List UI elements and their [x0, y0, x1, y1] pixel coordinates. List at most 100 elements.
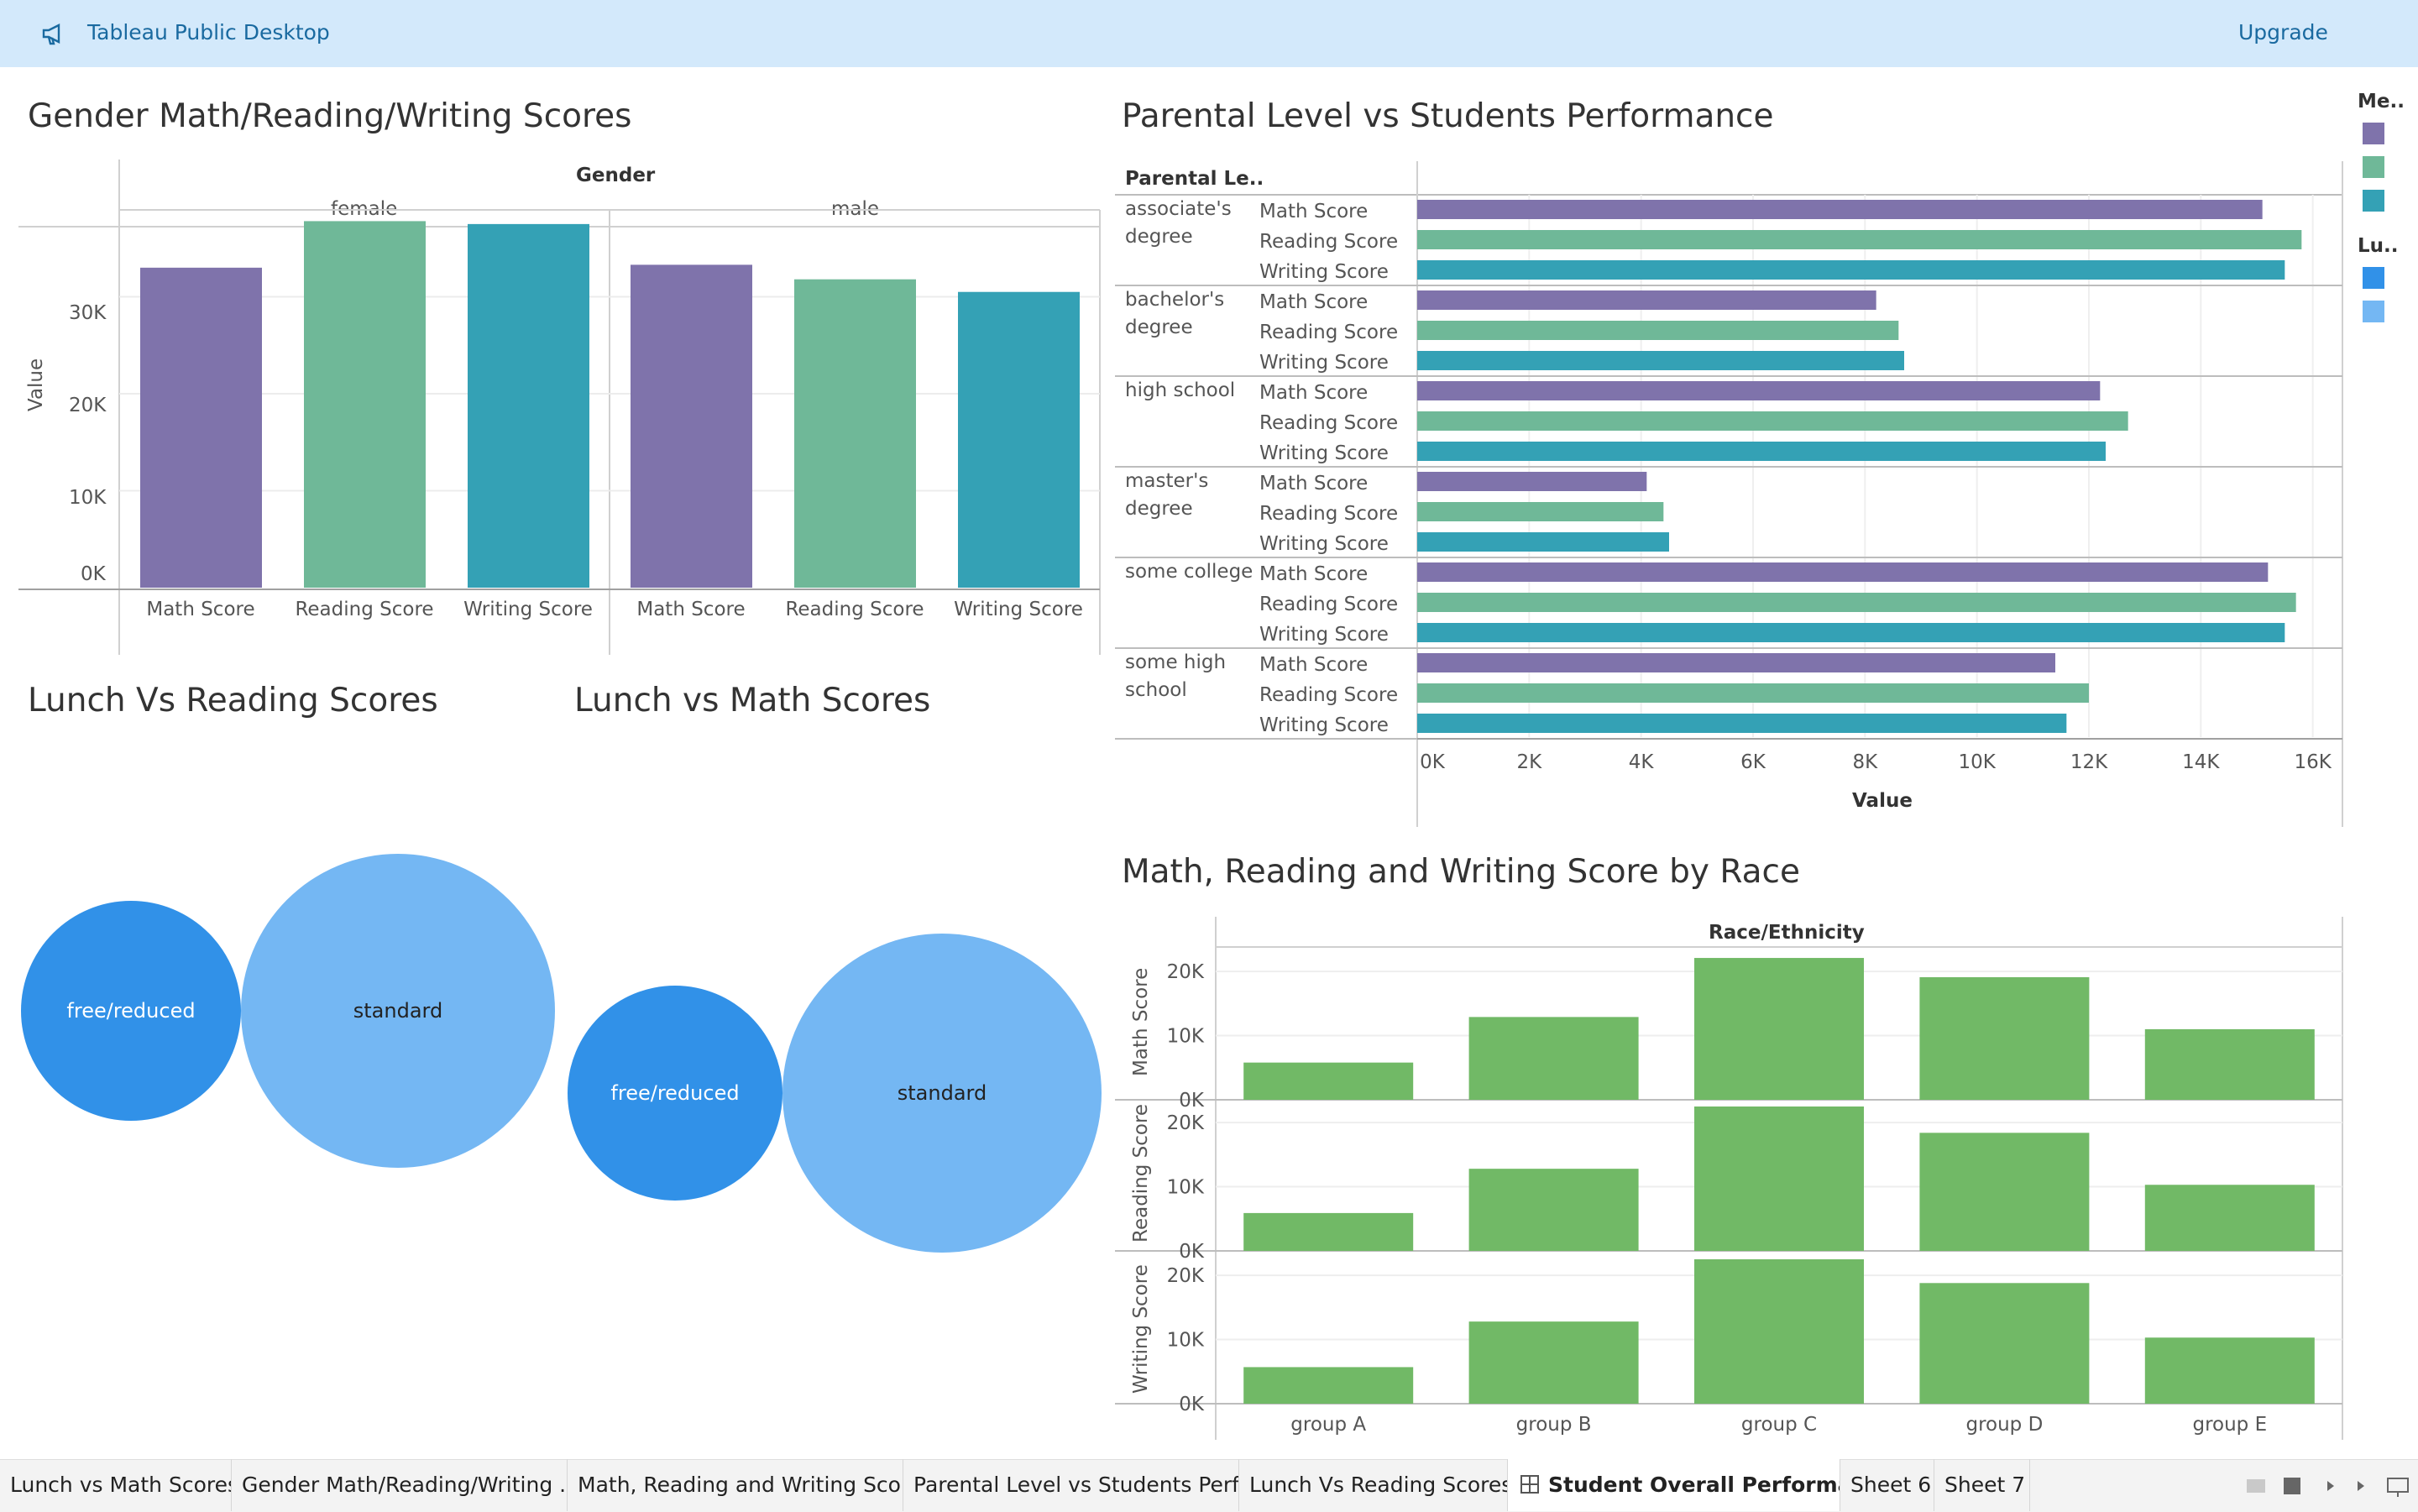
lunch-reading-bubble-0: [21, 901, 241, 1121]
parental-bar-3-2: [1417, 532, 1669, 552]
parental-bar-4-0: [1417, 562, 2269, 582]
sheet-tab-bar: [0, 1459, 2418, 1512]
parental-measure-label: Math Score: [1259, 201, 1368, 222]
race-y-tick: 10K: [1167, 1330, 1205, 1352]
parental-group-label: high school: [1125, 379, 1235, 401]
parental-measure-label: Writing Score: [1259, 442, 1389, 464]
gender-chart-title: Gender Math/Reading/Writing Scores: [28, 97, 632, 135]
upgrade-button[interactable]: Upgrade: [2238, 20, 2328, 44]
legend-measure-title[interactable]: Me..: [2358, 91, 2405, 112]
parental-measure-label: Math Score: [1259, 654, 1368, 676]
parental-bar-4-1: [1417, 593, 2296, 612]
lunch-reading-bubble-label: free/reduced: [66, 999, 195, 1023]
race-bar-1-3: [1919, 1133, 2090, 1251]
lunch-reading-bubble-1: [241, 854, 555, 1168]
gender-bar-female-1: [304, 221, 426, 588]
race-y-tick: 0K: [1179, 1090, 1205, 1112]
parental-x-tick: 6K: [1740, 751, 1766, 773]
top-bar: [0, 0, 2418, 67]
tab-lunch-vs-math[interactable]: Lunch vs Math Scores: [0, 1459, 232, 1511]
tab-race-scores[interactable]: Math, Reading and Writing Scor...: [568, 1459, 903, 1511]
tab-lunch-vs-reading[interactable]: Lunch Vs Reading Scores: [1239, 1459, 1508, 1511]
parental-bar-5-1: [1417, 683, 2089, 703]
parental-group-label: bachelor's: [1125, 289, 1224, 311]
parental-x-axis-label: Value: [1852, 790, 1913, 812]
parental-measure-label: Reading Score: [1259, 322, 1398, 343]
gender-bar-female-0: [140, 267, 262, 588]
parental-bar-2-2: [1417, 442, 2106, 461]
race-bar-2-2: [1694, 1259, 1864, 1404]
lunch-reading-title: Lunch Vs Reading Scores: [28, 682, 438, 719]
race-x-tick: group B: [1516, 1414, 1592, 1436]
lunch-reading-bubble-label: standard: [353, 999, 442, 1023]
parental-measure-label: Writing Score: [1259, 714, 1389, 736]
parental-measure-label: Reading Score: [1259, 503, 1398, 525]
gender-column-header: Gender: [576, 165, 656, 186]
race-x-tick: group A: [1290, 1414, 1366, 1436]
parental-measure-label: Math Score: [1259, 291, 1368, 313]
parental-x-tick: 0K: [1420, 751, 1446, 773]
race-chart-title: Math, Reading and Writing Score by Race: [1122, 853, 1800, 891]
parental-bar-1-1: [1417, 321, 1899, 340]
parental-measure-label: Math Score: [1259, 382, 1368, 404]
tab-student-overall-performance[interactable]: Student Overall Performan...: [1508, 1459, 1840, 1511]
gender-x-tick: Reading Score: [295, 599, 433, 620]
parental-x-tick: 2K: [1516, 751, 1542, 773]
parental-bar-3-0: [1417, 472, 1647, 491]
gender-x-tick: Writing Score: [954, 599, 1083, 620]
lunch-math-bubble-0: [568, 986, 782, 1201]
tab-parental-level[interactable]: Parental Level vs Students Perfo...: [903, 1459, 1239, 1511]
parental-bar-5-0: [1417, 653, 2055, 672]
legend-lunch-swatch: [2363, 267, 2384, 289]
gender-ytick: 20K: [69, 395, 107, 416]
tab-sheet-7[interactable]: Sheet 7: [1934, 1459, 2030, 1511]
race-bar-1-1: [1468, 1169, 1639, 1251]
race-bar-1-4: [2144, 1185, 2315, 1251]
race-y-tick: 0K: [1179, 1394, 1205, 1415]
app-title: Tableau Public Desktop: [87, 20, 330, 44]
lunch-math-bubble-1: [782, 934, 1102, 1253]
race-y-tick: 20K: [1167, 961, 1205, 983]
parental-group-label: master's: [1125, 470, 1208, 492]
tab-gender-scores[interactable]: Gender Math/Reading/Writing ...: [232, 1459, 568, 1511]
parental-measure-label: Reading Score: [1259, 594, 1398, 615]
parental-bar-2-0: [1417, 381, 2101, 400]
lunch-math-bubble-label: standard: [898, 1081, 987, 1105]
gender-ytick: 0K: [81, 563, 106, 585]
gender-x-tick: Reading Score: [785, 599, 924, 620]
race-bar-2-3: [1919, 1283, 2090, 1404]
tab-sheet-6[interactable]: Sheet 6: [1840, 1459, 1934, 1511]
legend-measure-swatch: [2363, 156, 2384, 178]
parental-measure-label: Writing Score: [1259, 533, 1389, 555]
parental-x-tick: 14K: [2182, 751, 2220, 773]
gender-x-tick: Writing Score: [463, 599, 593, 620]
parental-x-tick: 12K: [2070, 751, 2108, 773]
parental-bar-0-1: [1417, 230, 2302, 249]
parental-group-label: degree: [1125, 498, 1193, 520]
race-y-tick: 10K: [1167, 1177, 1205, 1199]
race-y-tick: 10K: [1167, 1026, 1205, 1048]
legend-lunch-title[interactable]: Lu..: [2358, 235, 2399, 257]
parental-measure-label: Reading Score: [1259, 231, 1398, 253]
parental-measure-label: Reading Score: [1259, 412, 1398, 434]
race-y-tick: 20K: [1167, 1265, 1205, 1287]
race-bar-1-2: [1694, 1107, 1864, 1251]
parental-group-label: degree: [1125, 226, 1193, 248]
legend-measure-swatch: [2363, 123, 2384, 144]
race-bar-2-0: [1243, 1367, 1414, 1404]
dashboard-charts: Math Score Reading Score Writing Score Math…: [18, 123, 2384, 1440]
parental-x-tick: 4K: [1629, 751, 1655, 773]
race-x-tick: group D: [1965, 1414, 2043, 1436]
parental-bar-0-2: [1417, 260, 2285, 280]
gender-ytick: 10K: [69, 487, 107, 509]
gender-bar-male-2: [958, 291, 1080, 588]
parental-group-label: some high: [1125, 651, 1226, 673]
parental-bar-4-2: [1417, 623, 2285, 642]
parental-row-header: Parental Le..: [1125, 168, 1264, 190]
legend-lunch-swatch: [2363, 301, 2384, 322]
race-bar-2-4: [2144, 1337, 2315, 1404]
parental-measure-label: Writing Score: [1259, 352, 1389, 374]
race-y-tick: 0K: [1179, 1241, 1205, 1263]
parental-bar-1-0: [1417, 290, 1876, 310]
parental-measure-label: Math Score: [1259, 473, 1368, 494]
